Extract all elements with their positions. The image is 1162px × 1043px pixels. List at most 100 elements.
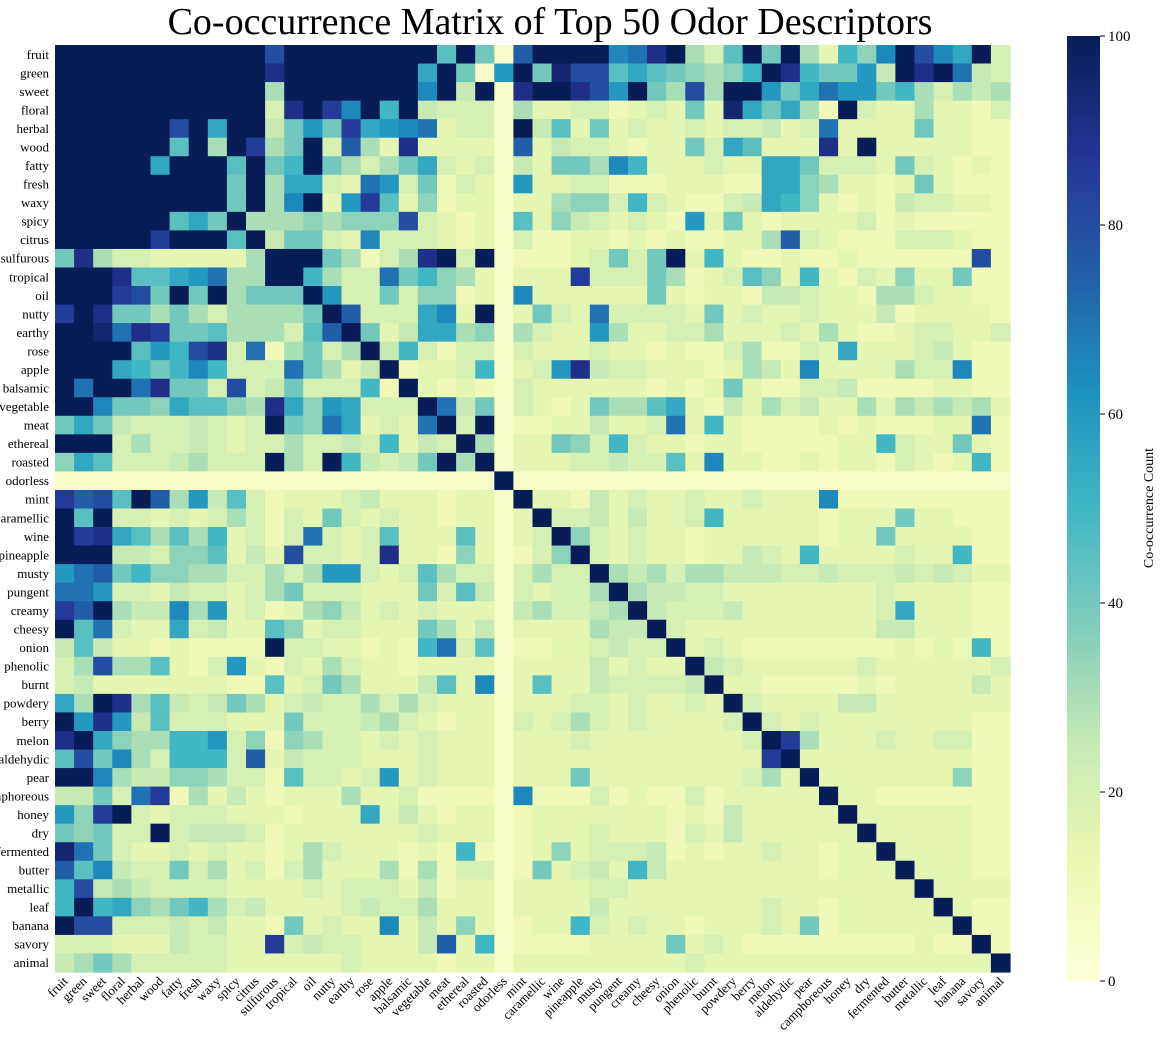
heatmap-cell [341, 545, 362, 565]
heatmap-cell [990, 434, 1011, 454]
heatmap-cell [971, 267, 992, 287]
heatmap-cell [723, 730, 744, 751]
heatmap-cell [914, 82, 935, 102]
heatmap-cell [475, 545, 495, 565]
heatmap-cell [284, 471, 304, 491]
heatmap-cell [895, 638, 916, 658]
heatmap-cell [437, 471, 457, 491]
heatmap-cell [437, 582, 457, 602]
heatmap-cell [914, 564, 935, 584]
heatmap-cell [666, 897, 686, 917]
heatmap-cell [360, 768, 381, 788]
heatmap-cell [857, 323, 877, 343]
heatmap-cell [647, 489, 667, 510]
heatmap-cell [322, 341, 343, 361]
heatmap-cell [685, 786, 705, 806]
heatmap-cell [55, 768, 75, 788]
heatmap-cell [456, 656, 476, 676]
heatmap-cell [379, 415, 400, 435]
y-tick-label: citrus [20, 232, 49, 247]
heatmap-cell [265, 656, 285, 676]
heatmap-cell [360, 286, 381, 306]
heatmap-cell [780, 415, 801, 435]
heatmap-cell [341, 211, 362, 231]
heatmap-cell [341, 730, 362, 751]
heatmap-cell [971, 527, 992, 547]
heatmap-cell [799, 360, 820, 380]
heatmap-cell [666, 656, 686, 676]
heatmap-cell [647, 193, 667, 213]
heatmap-cell [284, 916, 304, 936]
heatmap-cell [857, 489, 877, 510]
heatmap-cell [150, 564, 171, 584]
heatmap-cell [914, 786, 935, 806]
y-tick-label: onion [19, 640, 49, 655]
heatmap-cell [647, 638, 667, 658]
heatmap-cell [437, 360, 457, 380]
heatmap-cell [322, 378, 343, 398]
heatmap-cell [494, 564, 514, 584]
heatmap-cell [551, 656, 572, 676]
heatmap-cell [647, 378, 667, 398]
heatmap-cell [780, 193, 801, 213]
heatmap-cell [971, 619, 992, 639]
heatmap-cell [647, 897, 667, 917]
heatmap-cell [532, 471, 553, 491]
heatmap-cell [284, 582, 304, 602]
heatmap-cell [379, 286, 400, 306]
heatmap-cell [131, 879, 152, 899]
heatmap-cell [494, 712, 514, 732]
heatmap-cell [761, 415, 782, 435]
heatmap-cell [647, 786, 667, 806]
heatmap-cell [704, 545, 725, 565]
heatmap-cell [685, 860, 705, 880]
heatmap-cell [819, 582, 839, 602]
heatmap-cell [322, 675, 343, 695]
heatmap-cell [437, 564, 457, 584]
heatmap-cell [551, 879, 572, 899]
heatmap-cell [876, 712, 896, 732]
heatmap-cell [341, 768, 362, 788]
heatmap-cell [933, 601, 954, 621]
heatmap-cell [246, 119, 266, 139]
heatmap-cell [704, 953, 725, 973]
heatmap-cell [647, 953, 667, 973]
heatmap-cell [513, 582, 534, 602]
heatmap-cell [74, 675, 94, 695]
heatmap-cell [494, 693, 514, 714]
heatmap-cell [838, 193, 858, 213]
heatmap-cell [685, 730, 705, 751]
heatmap-cell [819, 953, 839, 973]
heatmap-cell [379, 434, 400, 454]
heatmap-cell [819, 82, 839, 102]
heatmap-cell [895, 415, 916, 435]
heatmap-cell [55, 527, 75, 547]
heatmap-cell [112, 174, 132, 194]
heatmap-cell [131, 582, 152, 602]
heatmap-cell [952, 693, 973, 714]
heatmap-cell [761, 749, 782, 769]
heatmap-cell [284, 693, 304, 714]
heatmap-cell [150, 360, 171, 380]
heatmap-cell [704, 508, 725, 528]
heatmap-cell [761, 805, 782, 825]
heatmap-cell [608, 749, 629, 769]
heatmap-cell [379, 100, 400, 120]
heatmap-cell [952, 489, 973, 510]
heatmap-cell [570, 823, 591, 843]
heatmap-cell [93, 916, 113, 936]
heatmap-cell [990, 341, 1011, 361]
heatmap-cell [456, 749, 476, 769]
heatmap-cell [93, 619, 113, 639]
heatmap-cell [914, 193, 935, 213]
heatmap-cell [876, 786, 896, 806]
heatmap-cell [799, 619, 820, 639]
heatmap-cell [169, 156, 190, 176]
heatmap-cell [799, 489, 820, 510]
heatmap-cell [379, 953, 400, 973]
heatmap-cell [494, 63, 514, 83]
heatmap-cell [303, 489, 323, 510]
heatmap-cell [952, 434, 973, 454]
heatmap-cell [857, 100, 877, 120]
heatmap-cell [685, 211, 705, 231]
